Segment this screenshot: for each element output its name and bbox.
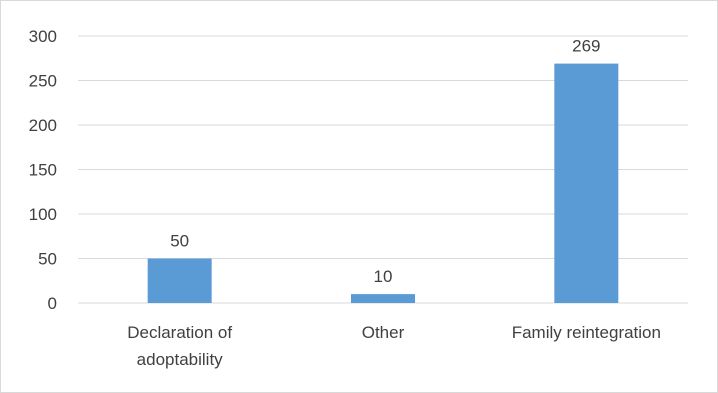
y-tick-label: 50 [38, 250, 57, 269]
category-label-line: Family reintegration [512, 323, 661, 342]
bar-1 [351, 294, 415, 303]
y-tick-label: 150 [29, 161, 57, 180]
bar-value-label: 10 [374, 267, 393, 286]
data-labels: 50 10 269 [170, 37, 600, 287]
y-tick-label: 200 [29, 116, 57, 135]
category-label-line: Declaration of [127, 323, 232, 342]
category-label: Family reintegration [512, 323, 661, 342]
category-labels: Declaration of adoptability Other Family re… [127, 323, 661, 369]
bar-2 [554, 63, 619, 304]
category-label: Other [362, 323, 405, 342]
y-tick-label: 250 [29, 72, 57, 91]
y-tick-label: 0 [48, 294, 57, 313]
y-tick-label: 300 [29, 27, 57, 46]
bar-0 [147, 258, 212, 303]
y-axis-tick-labels: 0 50 100 150 200 250 300 [29, 27, 57, 313]
y-tick-label: 100 [29, 205, 57, 224]
category-label: Declaration of adoptability [127, 323, 232, 369]
category-label-line: Other [362, 323, 405, 342]
bar-value-label: 50 [170, 232, 189, 251]
bars [147, 63, 619, 304]
bar-value-label: 269 [572, 37, 600, 56]
category-label-line: adoptability [137, 350, 224, 369]
